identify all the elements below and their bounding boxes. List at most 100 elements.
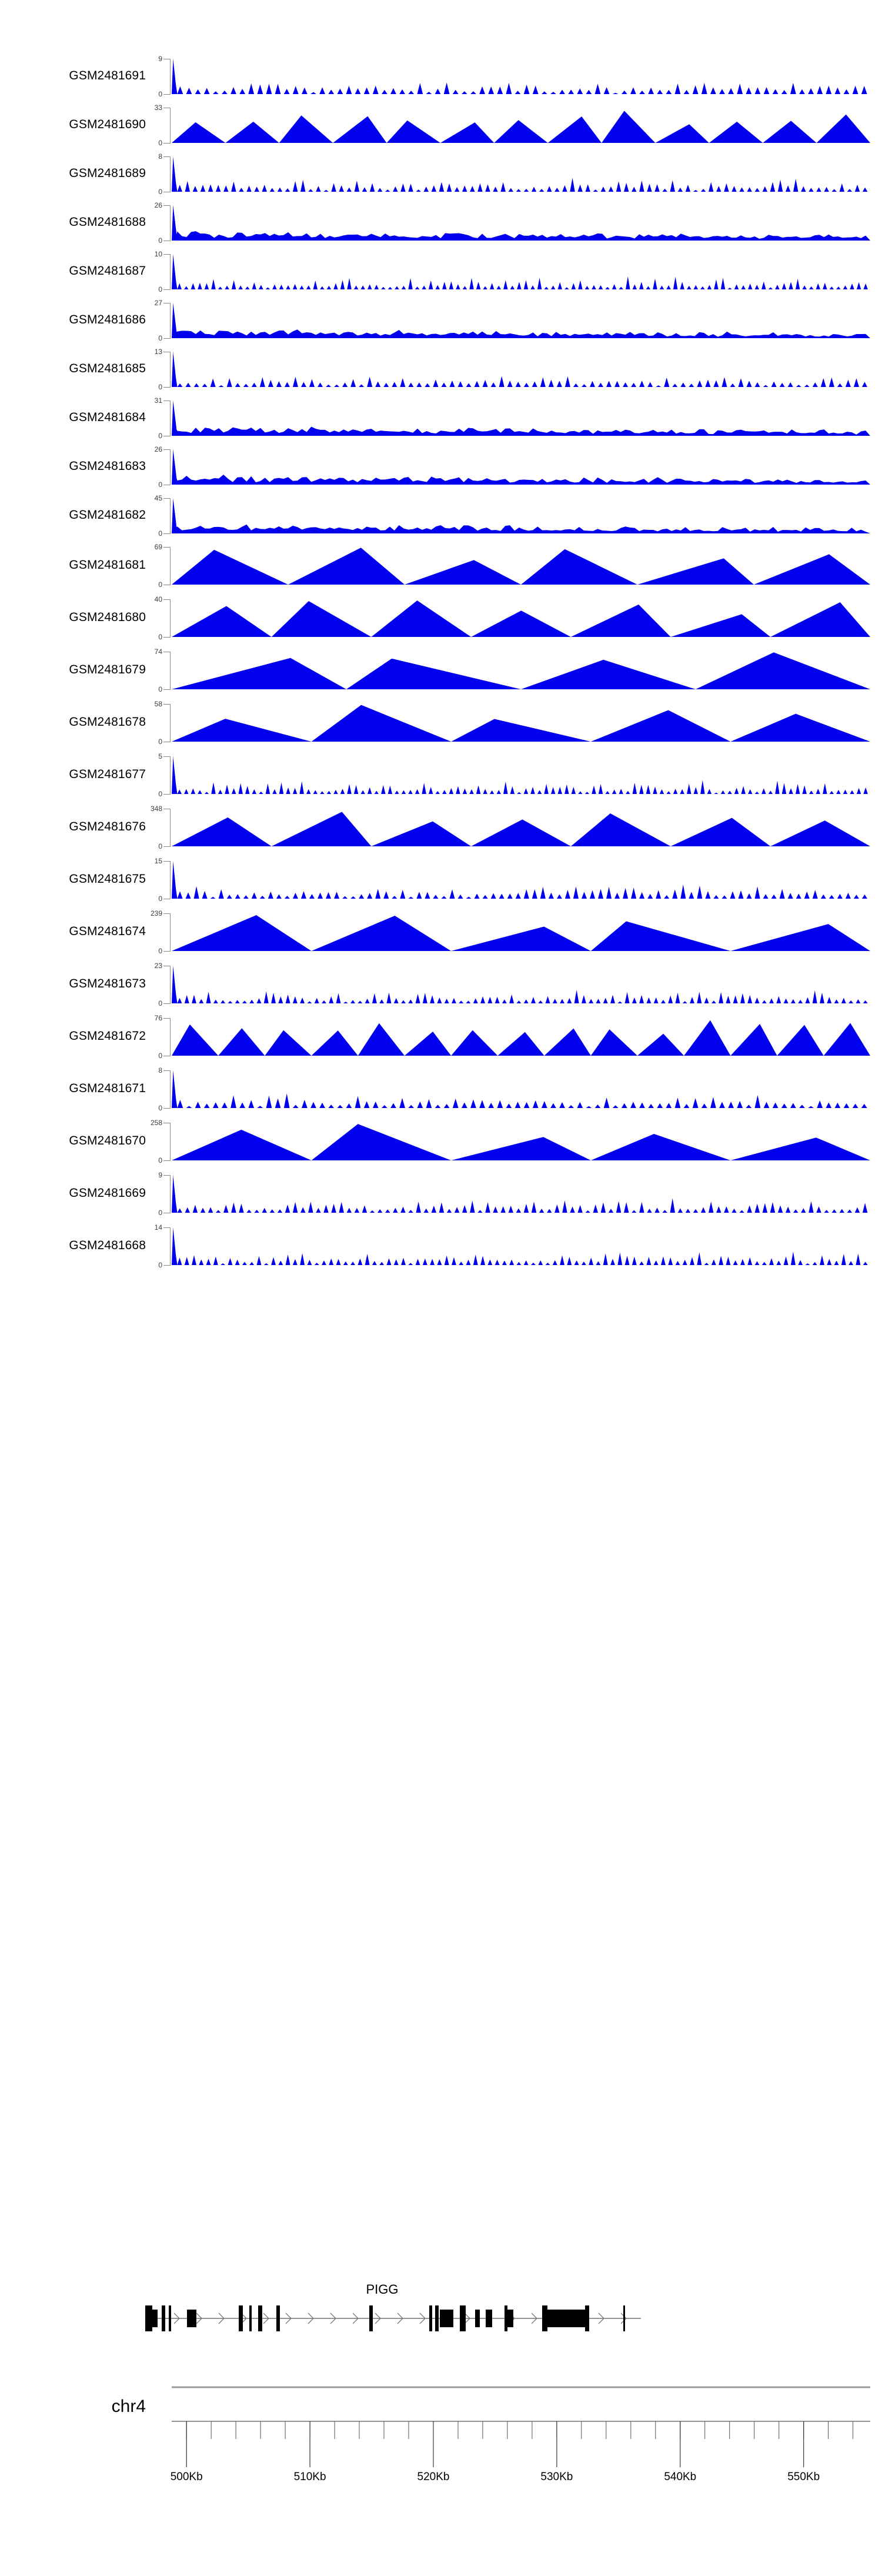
coverage-track[interactable]: GSM2481684 31 0: [0, 397, 882, 439]
coverage-plot-area[interactable]: [172, 156, 870, 192]
y-axis-tick-min: [163, 1003, 171, 1004]
y-axis-min-label: 0: [158, 842, 162, 850]
coverage-track[interactable]: GSM2481677 5 0: [0, 753, 882, 798]
y-axis-max-label: 74: [154, 648, 162, 656]
coverage-track[interactable]: GSM2481669 9 0: [0, 1171, 882, 1216]
coverage-plot-area[interactable]: [172, 1070, 870, 1108]
y-axis-tick-min: [163, 1265, 171, 1266]
coverage-track[interactable]: GSM2481673 23 0: [0, 962, 882, 1007]
y-axis-line: [170, 1175, 171, 1213]
coverage-track[interactable]: GSM2481689 8 0: [0, 153, 882, 195]
track-y-axis: 58 0: [146, 700, 172, 745]
coverage-track[interactable]: GSM2481688 26 0: [0, 202, 882, 244]
track-y-axis: 14 0: [146, 1224, 172, 1269]
gene-name-label: PIGG: [366, 2282, 399, 2297]
y-axis-tick-max: [163, 156, 171, 157]
coverage-track[interactable]: GSM2481680 40 0: [0, 596, 882, 640]
coverage-track[interactable]: GSM2481685 13 0: [0, 348, 882, 391]
coverage-track[interactable]: GSM2481691 9 0: [0, 55, 882, 98]
track-y-axis: 33 0: [146, 104, 172, 146]
coverage-track[interactable]: GSM2481682 45 0: [0, 495, 882, 537]
y-axis-min-label: 0: [158, 947, 162, 955]
y-axis-tick-max: [163, 1070, 171, 1071]
y-axis-min-label: 0: [158, 895, 162, 903]
track-label-gsm2481688: GSM2481688: [69, 215, 146, 229]
track-y-axis: 31 0: [146, 397, 172, 439]
coverage-track[interactable]: GSM2481679 74 0: [0, 648, 882, 693]
coverage-plot-area[interactable]: [172, 205, 870, 241]
coverage-track[interactable]: GSM2481672 76 0: [0, 1014, 882, 1059]
track-label-gsm2481683: GSM2481683: [69, 459, 146, 473]
y-axis-tick-min: [163, 338, 171, 339]
coverage-plot-area[interactable]: [172, 1123, 870, 1160]
coverage-plot-area[interactable]: [172, 652, 870, 689]
y-axis-max-label: 239: [150, 909, 162, 917]
track-label-gsm2481690: GSM2481690: [69, 118, 146, 131]
y-axis-line: [170, 254, 171, 289]
coverage-plot-area[interactable]: [172, 498, 870, 533]
track-label-gsm2481681: GSM2481681: [69, 558, 146, 572]
coverage-track[interactable]: GSM2481668 14 0: [0, 1224, 882, 1269]
coverage-track[interactable]: GSM2481683 26 0: [0, 446, 882, 488]
coverage-plot-area[interactable]: [172, 861, 870, 899]
coverage-plot-area[interactable]: [172, 756, 870, 794]
track-label-gsm2481680: GSM2481680: [69, 610, 146, 624]
y-axis-max-label: 33: [154, 104, 162, 112]
y-axis-line: [170, 913, 171, 951]
track-label-gsm2481675: GSM2481675: [69, 872, 146, 886]
track-label-gsm2481668: GSM2481668: [69, 1239, 146, 1252]
svg-text:510Kb: 510Kb: [294, 2471, 326, 2483]
gene-model-track[interactable]: PIGG: [0, 2282, 882, 2347]
coverage-plot-area[interactable]: [172, 254, 870, 289]
y-axis-line: [170, 108, 171, 143]
coverage-plot-area[interactable]: [172, 1175, 870, 1213]
y-axis-max-label: 258: [150, 1119, 162, 1127]
coverage-track[interactable]: GSM2481674 239 0: [0, 909, 882, 955]
track-y-axis: 26 0: [146, 446, 172, 488]
coverage-plot-area[interactable]: [172, 809, 870, 846]
coverage-plot-area[interactable]: [172, 966, 870, 1003]
coverage-track[interactable]: GSM2481687 10 0: [0, 251, 882, 293]
coverage-plot-area[interactable]: [172, 704, 870, 742]
chromosome-axis-track[interactable]: chr4 500Kb 510Kb 520Kb 530Kb 540Kb 550Kb: [0, 2385, 882, 2497]
coverage-track[interactable]: GSM2481671 8 0: [0, 1066, 882, 1112]
y-axis-tick-max: [163, 1227, 171, 1228]
y-axis-tick-max: [163, 861, 171, 862]
coverage-plot-area[interactable]: [172, 1227, 870, 1265]
chromosome-label: chr4: [111, 2397, 146, 2416]
track-y-axis: 10 0: [146, 251, 172, 293]
coverage-track[interactable]: GSM2481670 258 0: [0, 1119, 882, 1164]
coverage-plot-area[interactable]: [172, 449, 870, 485]
coverage-plot-area[interactable]: [172, 108, 870, 143]
track-y-axis: 13 0: [146, 348, 172, 391]
chromosome-axis-svg: 500Kb 510Kb 520Kb 530Kb 540Kb 550Kb: [171, 2386, 870, 2483]
y-axis-tick-max: [163, 913, 171, 914]
coverage-track[interactable]: GSM2481675 15 0: [0, 857, 882, 903]
coverage-plot-area[interactable]: [172, 913, 870, 951]
coverage-track[interactable]: GSM2481686 27 0: [0, 299, 882, 342]
coverage-plot-area[interactable]: [172, 59, 870, 94]
coverage-track[interactable]: GSM2481690 33 0: [0, 104, 882, 146]
y-axis-line: [170, 1123, 171, 1160]
coverage-plot-area[interactable]: [172, 599, 870, 637]
y-axis-tick-max: [163, 205, 171, 206]
y-axis-max-label: 9: [158, 1171, 162, 1179]
y-axis-max-label: 23: [154, 962, 162, 970]
coverage-plot-area[interactable]: [172, 547, 870, 585]
y-axis-line: [170, 303, 171, 338]
y-axis-max-label: 8: [158, 1066, 162, 1075]
track-y-axis: 27 0: [146, 299, 172, 342]
coverage-track[interactable]: GSM2481681 69 0: [0, 543, 882, 588]
track-label-gsm2481689: GSM2481689: [69, 166, 146, 180]
coverage-plot-area[interactable]: [172, 1018, 870, 1056]
coverage-track[interactable]: GSM2481678 58 0: [0, 700, 882, 745]
coverage-plot-area[interactable]: [172, 352, 870, 387]
coverage-track[interactable]: GSM2481676 348 0: [0, 805, 882, 850]
y-axis-max-label: 76: [154, 1014, 162, 1022]
coverage-plot-area[interactable]: [172, 401, 870, 436]
y-axis-max-label: 15: [154, 857, 162, 865]
coverage-plot-area[interactable]: [172, 303, 870, 338]
track-label-gsm2481678: GSM2481678: [69, 715, 146, 729]
track-y-axis: 15 0: [146, 857, 172, 903]
